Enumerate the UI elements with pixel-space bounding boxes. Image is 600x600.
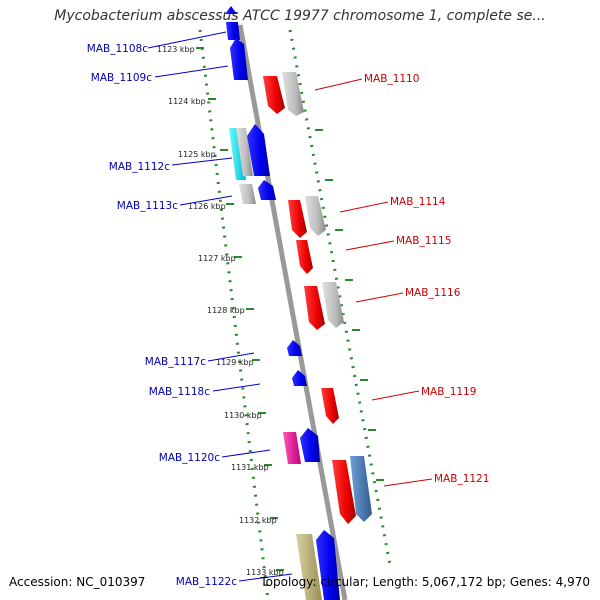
kbp-ticks (196, 47, 384, 571)
gene-label[interactable]: MAB_1115 (396, 235, 451, 247)
gene-label[interactable]: MAB_1118c (149, 386, 210, 398)
reverse-strand-genes (225, 6, 340, 600)
gene-arrow[interactable] (316, 530, 340, 600)
gene-arrow[interactable] (263, 76, 285, 114)
chromosome-title: Mycobacterium abscessus ATCC 19977 chrom… (54, 8, 546, 24)
gene-arrow[interactable] (292, 370, 307, 386)
tick-label: 1126 kbp (188, 202, 226, 211)
tick-label: 1123 kbp (157, 45, 195, 54)
gene-label[interactable]: MAB_1110 (364, 73, 419, 85)
gene-arrow[interactable] (247, 124, 270, 176)
gene-label[interactable]: MAB_1116 (405, 287, 461, 299)
gene-arrow[interactable] (283, 432, 301, 464)
tick-label: 1130 kbp (224, 411, 262, 420)
backbone-line (237, 24, 348, 600)
gene-label[interactable]: MAB_1117c (145, 356, 206, 368)
tick-label: 1127 kbp (198, 254, 236, 263)
gene-arrow[interactable] (282, 72, 304, 116)
outer-guide-line (288, 29, 392, 566)
tick-label: 1131 kbp (231, 463, 269, 472)
gene-label[interactable]: MAB_1122c (176, 576, 237, 588)
gene-label[interactable]: MAB_1119 (421, 386, 476, 398)
tick-label: 1124 kbp (168, 97, 206, 106)
gene-label[interactable]: MAB_1120c (159, 452, 220, 464)
tick-label: 1132 kbp (239, 516, 277, 525)
gene-arrow[interactable] (230, 38, 248, 80)
accession-text: Accession: NC_010397 (9, 575, 146, 589)
gene-arrow[interactable] (239, 184, 256, 204)
gene-arrow[interactable] (300, 428, 320, 462)
forward-leader-lines (314, 78, 433, 487)
gene-arrow[interactable] (350, 456, 372, 522)
gene-arrow[interactable] (226, 22, 240, 40)
gene-arrow[interactable] (258, 180, 276, 200)
gene-label[interactable]: MAB_1108c (87, 43, 148, 55)
gene-arrow[interactable] (288, 200, 307, 238)
gene-label[interactable]: MAB_1114 (390, 196, 446, 208)
gene-arrow[interactable] (321, 388, 339, 424)
gene-arrow[interactable] (287, 340, 302, 356)
tick-label: 1125 kbp (178, 150, 216, 159)
gene-label[interactable]: MAB_1112c (109, 161, 170, 173)
inner-guide-line (198, 29, 270, 600)
reverse-gene-labels: MAB_1108c MAB_1109c MAB_1112c MAB_1113c … (87, 43, 237, 588)
kbp-tick-labels: 1123 kbp 1124 kbp 1125 kbp 1126 kbp 1127… (157, 45, 284, 577)
gene-arrow[interactable] (332, 460, 356, 524)
gene-arrow[interactable] (236, 128, 253, 176)
gene-arrow[interactable] (322, 282, 344, 328)
gene-arrow[interactable] (304, 286, 325, 330)
topology-summary: Topology: circular; Length: 5,067,172 bp… (260, 575, 590, 589)
forward-gene-labels: MAB_1110 MAB_1114 MAB_1115 MAB_1116 MAB_… (364, 73, 489, 485)
gene-label[interactable]: MAB_1113c (117, 200, 178, 212)
gene-arrow[interactable] (225, 6, 237, 14)
tick-label: 1128 kbp (207, 306, 245, 315)
gene-arrow[interactable] (296, 534, 322, 600)
tick-label: 1129 kbp (216, 358, 254, 367)
tick-label: 1133 kbp (246, 568, 284, 577)
forward-strand-genes (263, 72, 372, 524)
gene-arrow[interactable] (296, 240, 313, 274)
gene-arrow[interactable] (305, 196, 326, 236)
gene-label[interactable]: MAB_1121 (434, 473, 489, 485)
reverse-leader-lines (147, 31, 293, 582)
gene-label[interactable]: MAB_1109c (91, 72, 152, 84)
